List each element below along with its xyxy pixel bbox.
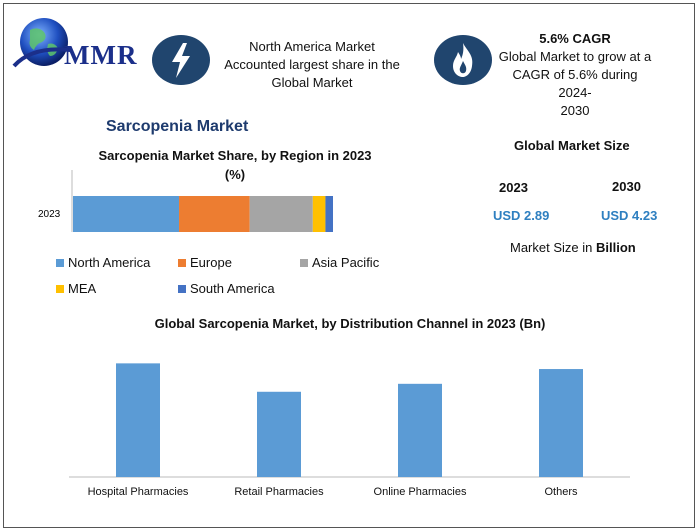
region-category-label: 2023 [38, 209, 61, 220]
logo-text: MMR [64, 40, 138, 70]
legend-south-america: South America [178, 281, 275, 296]
region-chart-title: Sarcopenia Market Share, by Region in 20… [70, 146, 400, 184]
report-title: Sarcopenia Market [106, 118, 249, 135]
flame-glyph [453, 43, 473, 77]
flame-icon [434, 35, 492, 85]
legend-north-america: North America [56, 255, 150, 270]
region-bar-europe [179, 196, 250, 232]
legend-label-north-america: North America [68, 255, 151, 270]
info1-line1: North America Market [249, 39, 375, 54]
channel-bar-others [539, 369, 583, 477]
legend-label-asia-pacific: Asia Pacific [312, 255, 380, 270]
region-bar-south-america [325, 196, 333, 232]
market-size-title: Global Market Size [514, 138, 630, 153]
cagr-title: 5.6% CAGR [539, 31, 611, 46]
legend-swatch-europe [178, 258, 186, 267]
channel-chart [69, 363, 630, 478]
region-bar-mea [312, 196, 326, 232]
legend-label-europe: Europe [190, 255, 232, 270]
region-bar-north-america [73, 196, 180, 232]
market-size-year-2023: 2023 [499, 180, 528, 195]
market-size-unit: Market Size in Billion [510, 240, 636, 255]
channel-label-hospital: Hospital Pharmacies [87, 486, 189, 498]
legend-asia-pacific: Asia Pacific [300, 255, 379, 270]
region-bar-asia-pacific [249, 196, 313, 232]
info1-line2: Accounted largest share in the [224, 57, 400, 72]
info1-line3: Global Market [271, 75, 353, 90]
channel-label-retail: Retail Pharmacies [234, 486, 324, 498]
market-size-unit-prefix: Market Size in [510, 240, 596, 255]
cagr-line3: 2030 [560, 103, 590, 118]
globe-icon [12, 18, 71, 68]
region-chart-title-line1: Sarcopenia Market Share, by Region in 20… [98, 148, 372, 163]
legend-label-south-america: South America [190, 281, 275, 296]
legend-swatch-north-america [56, 258, 64, 267]
legend-swatch-mea [56, 284, 64, 293]
market-size-year-2030: 2030 [612, 179, 641, 194]
channel-bar-hospital-pharmacies [116, 363, 160, 477]
market-size-value-2023: USD 2.89 [493, 208, 550, 223]
cagr-line1: Global Market to grow at a [498, 49, 652, 64]
region-share-chart: 2023 [38, 170, 333, 232]
channel-bar-online-pharmacies [398, 383, 442, 477]
lightning-icon [152, 35, 210, 85]
infographic-frame [3, 3, 695, 528]
legend-label-mea: MEA [68, 281, 97, 296]
market-size-value-2030: USD 4.23 [601, 208, 658, 223]
channel-label-online: Online Pharmacies [373, 486, 467, 498]
cagr-line2: CAGR of 5.6% during 2024- [512, 67, 638, 100]
cagr-info: 5.6% CAGR Global Market to grow at a CAG… [495, 30, 655, 120]
legend-europe: Europe [178, 255, 232, 270]
legend-swatch-asia-pacific [300, 258, 308, 267]
legend-swatch-south-america [178, 284, 186, 293]
channel-label-others: Others [544, 486, 578, 498]
region-chart-title-line2: (%) [224, 167, 246, 182]
legend-mea: MEA [56, 281, 96, 296]
channel-bar-retail-pharmacies [257, 391, 301, 477]
channel-chart-title: Global Sarcopenia Market, by Distributio… [154, 316, 546, 331]
lightning-glyph [172, 43, 190, 78]
north-america-info: North America Market Accounted largest s… [222, 38, 402, 92]
market-size-unit-bold: Billion [595, 240, 636, 255]
